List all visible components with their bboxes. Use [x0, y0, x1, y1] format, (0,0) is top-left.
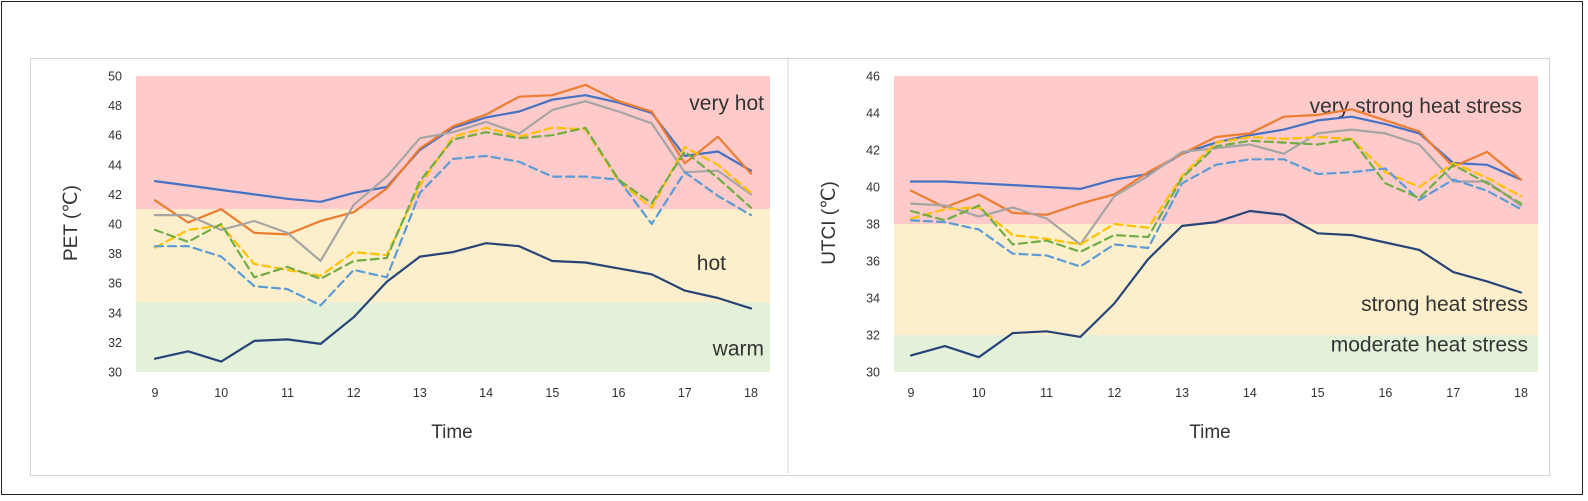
- pet-x-tick-label: 14: [479, 386, 493, 400]
- pet-y-tick-label: 34: [108, 306, 122, 320]
- pet-x-tick-label: 11: [281, 386, 294, 400]
- pet-x-ticks: 9 10 11 12 13 14 15 16 17 18: [152, 386, 758, 400]
- utci-y-tick-label: 34: [866, 292, 880, 306]
- pet-series-lines: [153, 83, 753, 363]
- pet-x-tick-label: 16: [612, 386, 626, 400]
- utci-x-tick-label: 9: [908, 386, 915, 400]
- pet-y-tick-label: 42: [108, 188, 122, 202]
- pet-zone-band-1: [136, 209, 770, 303]
- utci-zone-label-2: very strong heat stress: [1310, 95, 1522, 118]
- pet-x-tick-label: 10: [214, 386, 228, 400]
- pet-comfort-zones: [136, 76, 770, 372]
- pet-y-tick-label: 38: [108, 247, 122, 261]
- utci-x-tick-label: 14: [1243, 386, 1257, 400]
- pet-series-line-5: [153, 126, 753, 280]
- utci-series-line-5: [909, 137, 1523, 253]
- utci-series-lines: [909, 108, 1523, 359]
- pet-x-tick-label: 15: [545, 386, 559, 400]
- utci-chart: moderate heat stress strong heat stress ve…: [819, 70, 1538, 443]
- utci-y-tick-label: 42: [866, 144, 880, 158]
- utci-x-tick-label: 11: [1040, 386, 1053, 400]
- pet-y-tick-label: 36: [108, 277, 122, 291]
- pet-zone-labels: warm hot very hot: [689, 92, 764, 361]
- pet-x-tick-label: 17: [678, 386, 692, 400]
- utci-y-tick-label: 44: [866, 107, 880, 121]
- pet-zone-label-2: very hot: [689, 92, 764, 115]
- utci-zone-label-0: moderate heat stress: [1331, 334, 1528, 357]
- pet-zone-label-1: hot: [697, 252, 726, 275]
- utci-y-tick-label: 40: [866, 181, 880, 195]
- utci-y-tick-label: 36: [866, 255, 880, 269]
- pet-y-tick-label: 40: [108, 218, 122, 232]
- utci-x-tick-label: 18: [1514, 386, 1528, 400]
- utci-x-tick-label: 12: [1107, 386, 1121, 400]
- pet-y-axis-title: PET (℃): [61, 185, 82, 261]
- pet-y-tick-label: 32: [108, 336, 122, 350]
- pet-x-tick-label: 13: [413, 386, 427, 400]
- utci-series-line-2: [909, 128, 1523, 246]
- pet-series-line-6: [153, 242, 753, 363]
- pet-x-tick-label: 18: [744, 386, 758, 400]
- utci-series-line-6: [909, 209, 1523, 359]
- pet-chart: warm hot very hot 30 32 34 36 38 40 42 44 46 48 50 9…: [61, 70, 770, 443]
- utci-x-tick-label: 15: [1311, 386, 1325, 400]
- utci-x-ticks: 9 10 11 12 13 14 15 16 17 18: [908, 386, 1528, 400]
- utci-x-tick-label: 10: [972, 386, 986, 400]
- utci-x-axis-title: Time: [1189, 422, 1231, 443]
- pet-y-ticks: 30 32 34 36 38 40 42 44 46 48 50: [108, 70, 122, 380]
- pet-y-tick-label: 50: [108, 70, 122, 84]
- pet-series-line-4: [153, 154, 753, 307]
- pet-y-tick-label: 44: [108, 158, 122, 172]
- utci-zone-band-1: [894, 224, 1538, 335]
- pet-x-tick-label: 9: [152, 386, 159, 400]
- utci-series-line-1: [909, 108, 1523, 216]
- utci-y-tick-label: 30: [866, 366, 880, 380]
- pet-y-tick-label: 46: [108, 129, 122, 143]
- pet-series-line-1: [153, 83, 753, 236]
- pet-y-tick-label: 48: [108, 99, 122, 113]
- utci-zone-label-1: strong heat stress: [1361, 293, 1528, 316]
- utci-comfort-zones: [894, 76, 1538, 372]
- pet-zone-label-0: warm: [712, 338, 764, 361]
- pet-y-tick-label: 30: [108, 366, 122, 380]
- utci-x-tick-label: 13: [1175, 386, 1189, 400]
- utci-y-tick-label: 46: [866, 70, 880, 84]
- utci-series-line-3: [909, 135, 1523, 246]
- pet-series-line-2: [153, 100, 753, 263]
- utci-y-tick-label: 32: [866, 329, 880, 343]
- pet-series-line-3: [153, 126, 753, 277]
- utci-y-axis-title: UTCI (℃): [819, 181, 840, 265]
- pet-x-axis-title: Time: [431, 422, 473, 443]
- utci-y-tick-label: 38: [866, 218, 880, 232]
- pet-x-tick-label: 12: [347, 386, 361, 400]
- pet-zone-band-0: [136, 302, 770, 372]
- utci-y-ticks: 30 32 34 36 38 40 42 44 46: [866, 70, 880, 380]
- utci-x-tick-label: 17: [1446, 386, 1460, 400]
- utci-zone-band-2: [894, 76, 1538, 224]
- utci-x-tick-label: 16: [1378, 386, 1392, 400]
- utci-series-line-4: [909, 158, 1523, 268]
